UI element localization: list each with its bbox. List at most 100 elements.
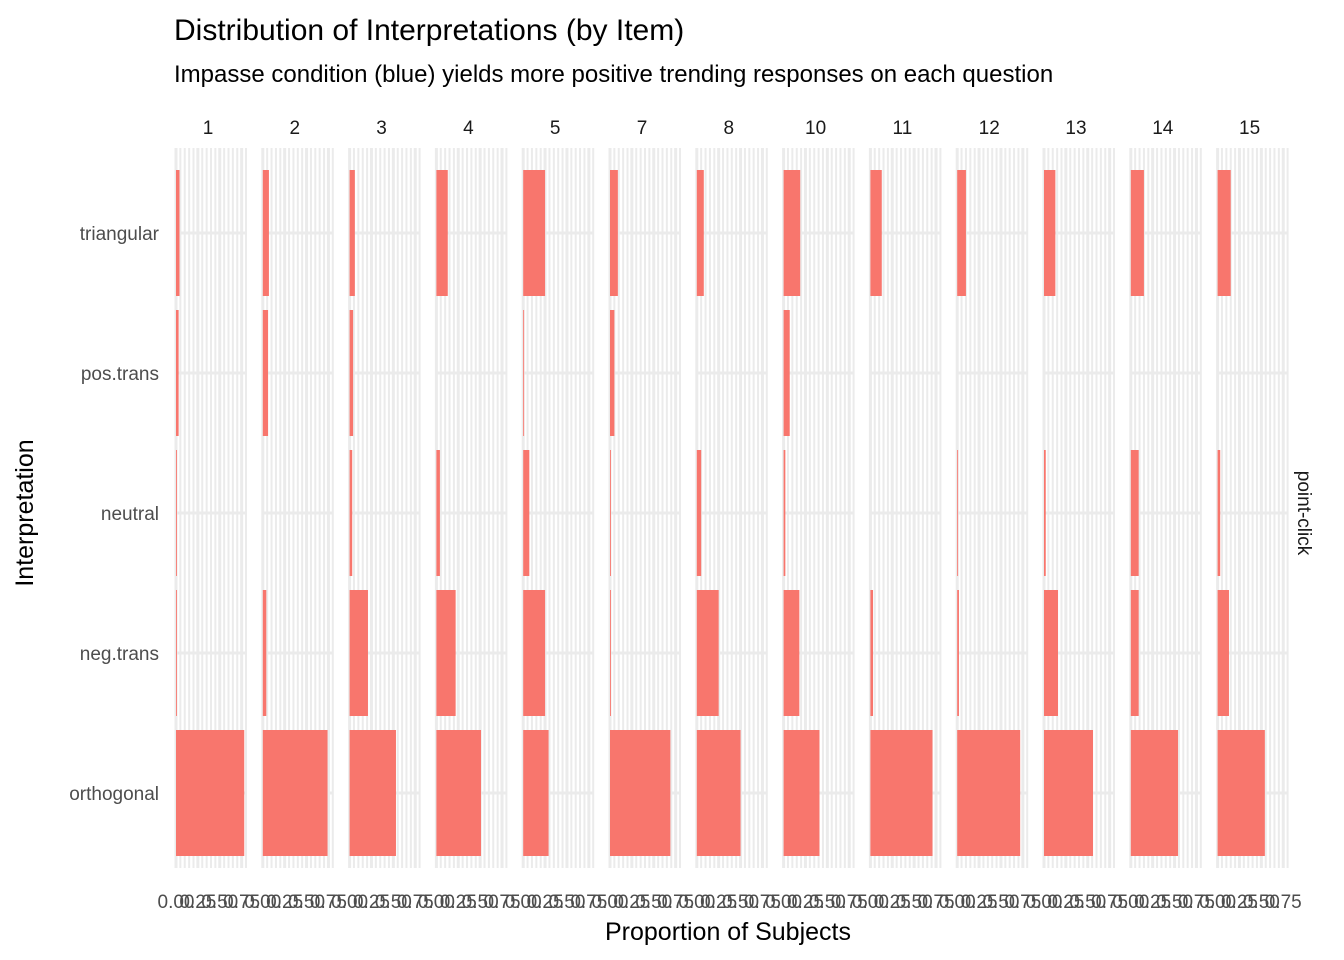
bar-neg.trans — [957, 590, 959, 716]
facet-panel: 1 0.000.250.500.75 — [158, 118, 261, 913]
x-tick-label: 0.50 — [288, 892, 325, 913]
bar-orthogonal — [349, 730, 396, 856]
x-tick-label: 0.00 — [1112, 892, 1149, 913]
x-tick-label: 0.00 — [1026, 892, 1063, 913]
x-tick-label: 0.75 — [1004, 892, 1041, 913]
x-tick-label: 0.00 — [678, 892, 715, 913]
x-tick-label: 0.25 — [874, 892, 911, 913]
bar-neutral — [436, 450, 440, 576]
x-tick-label: 0.25 — [1221, 892, 1258, 913]
y-axis-title: Interpretation — [11, 439, 39, 586]
bar-pos.trans — [176, 310, 179, 436]
x-tick-label: 0.00 — [505, 892, 542, 913]
x-tick-label: 0.25 — [266, 892, 303, 913]
bar-orthogonal — [1130, 730, 1179, 856]
x-tick-label: 0.75 — [397, 892, 434, 913]
bar-orthogonal — [1044, 730, 1093, 856]
y-tick-label: pos.trans — [81, 364, 159, 385]
facet-panel: 13 0.000.250.500.75 — [1026, 118, 1129, 913]
facet-panel: 10 0.000.250.500.75 — [765, 118, 868, 913]
bar-pos.trans — [610, 310, 615, 436]
bar-neg.trans — [1130, 590, 1139, 716]
x-tick-label: 0.50 — [809, 892, 846, 913]
y-tick-label: triangular — [80, 224, 160, 245]
x-tick-label: 0.25 — [353, 892, 390, 913]
facet-strip-label: 1 — [203, 118, 214, 139]
bar-orthogonal — [176, 730, 245, 856]
bar-neutral — [610, 450, 611, 576]
bar-orthogonal — [696, 730, 741, 856]
x-tick-label: 0.25 — [700, 892, 737, 913]
bar-triangular — [523, 170, 546, 296]
x-tick-label: 0.25 — [613, 892, 650, 913]
x-tick-label: 0.75 — [310, 892, 347, 913]
x-tick-label: 0.50 — [201, 892, 238, 913]
x-tick-label: 0.75 — [570, 892, 607, 913]
bar-triangular — [176, 170, 180, 296]
x-tick-label: 0.50 — [1156, 892, 1193, 913]
bar-neutral — [176, 450, 177, 576]
facet-panels: 10.000.250.500.7520.000.250.500.7530.000… — [158, 118, 1302, 913]
x-tick-label: 0.00 — [1199, 892, 1236, 913]
x-tick-label: 0.75 — [1178, 892, 1215, 913]
bar-triangular — [610, 170, 618, 296]
facet-strip-label: 15 — [1239, 118, 1260, 139]
x-tick-label: 0.50 — [548, 892, 585, 913]
bar-pos.trans — [783, 310, 790, 436]
bar-neutral — [696, 450, 702, 576]
facet-strip-label: 14 — [1152, 118, 1174, 139]
x-tick-label: 0.25 — [961, 892, 998, 913]
facet-panel: 12 0.000.250.500.75 — [939, 118, 1042, 913]
bar-neg.trans — [610, 590, 611, 716]
bar-triangular — [1217, 170, 1231, 296]
facet-strip-label: 4 — [463, 118, 474, 139]
facet-strip-label: 11 — [893, 118, 913, 139]
x-tick-label: 0.75 — [484, 892, 521, 913]
facet-strip-label: 5 — [550, 118, 561, 139]
bar-orthogonal — [262, 730, 328, 856]
x-tick-label: 0.25 — [527, 892, 564, 913]
x-tick-label: 0.25 — [1134, 892, 1171, 913]
bar-pos.trans — [262, 310, 269, 436]
x-tick-label: 0.75 — [831, 892, 868, 913]
facet-strip-label: 7 — [637, 118, 648, 139]
bar-neg.trans — [523, 590, 546, 716]
bar-neg.trans — [349, 590, 368, 716]
bar-triangular — [783, 170, 801, 296]
x-tick-label: 0.75 — [1265, 892, 1302, 913]
bar-orthogonal — [870, 730, 933, 856]
y-tick-label: orthogonal — [69, 784, 159, 805]
bar-orthogonal — [1217, 730, 1265, 856]
facet-panel: 11 0.000.250.500.75 — [852, 118, 955, 913]
x-tick-label: 0.75 — [1091, 892, 1128, 913]
bar-neutral — [349, 450, 353, 576]
facet-strip-label: 10 — [805, 118, 826, 139]
bar-neutral — [957, 450, 959, 576]
bar-triangular — [696, 170, 704, 296]
bar-neg.trans — [783, 590, 800, 716]
bar-triangular — [1044, 170, 1056, 296]
facet-panel: 4 0.000.250.500.75 — [418, 118, 521, 913]
facet-panel: 8 0.000.250.500.75 — [678, 118, 781, 913]
x-tick-label: 0.25 — [1047, 892, 1084, 913]
x-tick-label: 0.00 — [244, 892, 281, 913]
x-tick-label: 0.50 — [896, 892, 933, 913]
facet-panel: 2 0.000.250.500.75 — [244, 118, 347, 913]
x-tick-label: 0.75 — [657, 892, 694, 913]
x-tick-label: 0.00 — [592, 892, 629, 913]
chart-subtitle: Impasse condition (blue) yields more pos… — [174, 61, 1053, 88]
x-tick-label: 0.50 — [722, 892, 759, 913]
x-tick-label: 0.00 — [852, 892, 889, 913]
row-facet-label: point-click — [1293, 471, 1314, 556]
bar-neg.trans — [1044, 590, 1058, 716]
x-tick-label: 0.00 — [939, 892, 976, 913]
bar-neutral — [1130, 450, 1139, 576]
x-tick-label: 0.25 — [179, 892, 216, 913]
x-tick-label: 0.75 — [223, 892, 260, 913]
bar-orthogonal — [610, 730, 671, 856]
x-tick-label: 0.50 — [982, 892, 1019, 913]
bar-orthogonal — [436, 730, 482, 856]
facet-panel: 15 0.000.250.500.75 — [1199, 118, 1302, 913]
bar-triangular — [1130, 170, 1144, 296]
facet-strip-label: 12 — [979, 118, 1000, 139]
